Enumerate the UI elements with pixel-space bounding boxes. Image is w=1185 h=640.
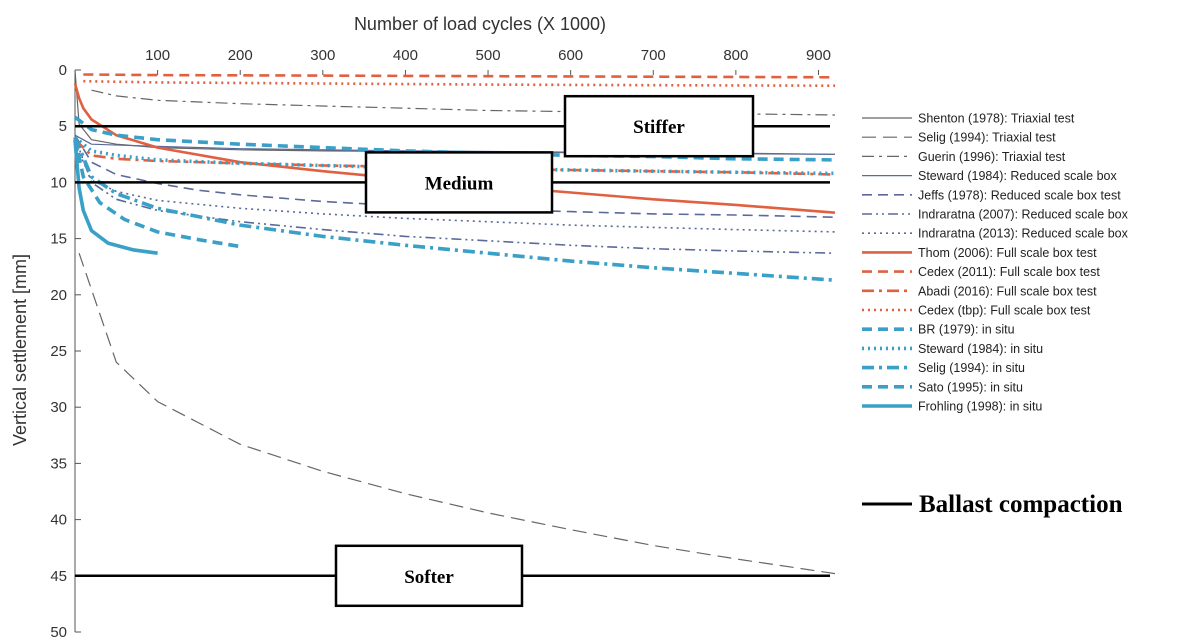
legend-label: Selig (1994): in situ <box>918 361 1025 375</box>
series-line <box>73 136 836 176</box>
x-tick-label: 200 <box>228 47 253 64</box>
axes: 0 5 10 15 20 25 30 35 40 45 50 100 200 300 400 500 600 70… <box>50 47 831 640</box>
series-line <box>73 136 836 282</box>
series-line <box>73 83 836 214</box>
y-axis-title: Vertical settlement [mm] <box>10 254 30 446</box>
y-tick-label: 25 <box>50 343 67 360</box>
x-tick-label: 100 <box>145 47 170 64</box>
y-tick-label: 50 <box>50 624 67 640</box>
x-tick-label: 500 <box>476 47 501 64</box>
legend: Shenton (1978): Triaxial test Selig (1994… <box>862 112 1129 518</box>
series-line <box>91 89 836 116</box>
legend-label: Selig (1994): Triaxial test <box>918 131 1056 145</box>
legend-label: Cedex (2011): Full scale box test <box>918 265 1100 279</box>
series-line <box>83 73 836 79</box>
legend-label: Cedex (tbp): Full scale box test <box>918 304 1091 318</box>
region-label: Softer <box>404 567 454 588</box>
ballast-compaction-layer: Stiffer Medium Softer <box>75 94 830 608</box>
y-tick-label: 15 <box>50 231 67 248</box>
x-tick-label: 900 <box>806 47 831 64</box>
y-tick-label: 0 <box>59 62 67 79</box>
legend-label: Indraratna (2007): Reduced scale box <box>918 208 1129 222</box>
series-line <box>73 139 158 255</box>
region-label-box <box>364 151 554 214</box>
x-tick-label: 800 <box>723 47 748 64</box>
legend-label: Abadi (2016): Full scale box test <box>918 284 1097 298</box>
legend-label: BR (1979): in situ <box>918 323 1015 337</box>
legend-label: Jeffs (1978): Reduced scale box test <box>918 188 1121 202</box>
legend-label: Sato (1995): in situ <box>918 380 1023 394</box>
y-tick-label: 20 <box>50 287 67 304</box>
y-tick-label: 45 <box>50 568 67 585</box>
region-label: Medium <box>425 173 494 194</box>
region-label-box <box>334 544 524 608</box>
x-axis-title: Number of load cycles (X 1000) <box>354 14 606 34</box>
series-line <box>74 134 836 218</box>
legend-label: Thom (2006): Full scale box test <box>918 246 1097 260</box>
y-tick-label: 35 <box>50 455 67 472</box>
legend-label: Shenton (1978): Triaxial test <box>918 112 1075 126</box>
x-tick-label: 300 <box>310 47 335 64</box>
legend-label: Guerin (1996): Triaxial test <box>918 150 1066 164</box>
series-line <box>78 253 836 575</box>
legend-label: Indraratna (2013): Reduced scale box <box>918 227 1129 241</box>
series-line <box>74 137 836 254</box>
legend-label: Steward (1984): in situ <box>918 342 1043 356</box>
x-tick-label: 700 <box>641 47 666 64</box>
x-tick-label: 600 <box>558 47 583 64</box>
series-line <box>74 138 836 176</box>
series-line <box>83 79 836 87</box>
legend-label: Steward (1984): Reduced scale box <box>918 169 1117 183</box>
series-line <box>73 137 241 249</box>
y-tick-label: 10 <box>50 174 67 191</box>
y-tick-label: 30 <box>50 399 67 416</box>
series-layer <box>73 69 836 575</box>
region-label: Stiffer <box>633 117 685 138</box>
legend-label-compaction: Ballast compaction <box>919 491 1123 518</box>
y-tick-label: 40 <box>50 512 67 529</box>
y-tick-label: 5 <box>59 118 67 135</box>
region-label-box <box>563 94 755 158</box>
x-tick-label: 400 <box>393 47 418 64</box>
legend-label: Frohling (1998): in situ <box>918 400 1042 414</box>
